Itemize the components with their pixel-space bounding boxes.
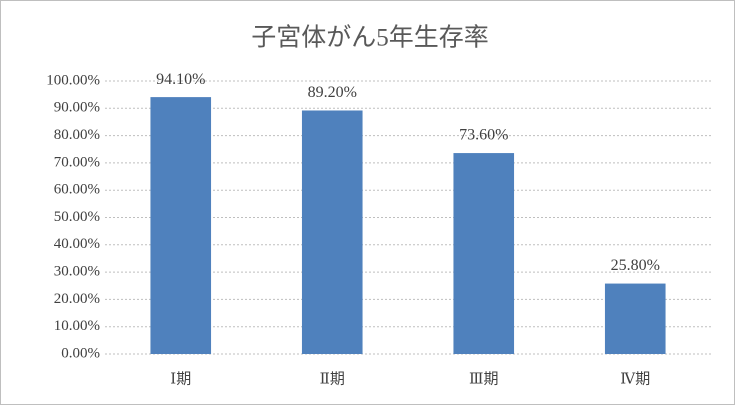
data-label: 25.80% bbox=[611, 257, 660, 274]
y-tick-label: 100.00% bbox=[46, 72, 100, 88]
x-tick-label: Ⅲ期 bbox=[469, 370, 498, 387]
bar bbox=[150, 97, 212, 355]
data-label: 89.20% bbox=[308, 84, 357, 101]
bar bbox=[453, 153, 515, 354]
y-tick-label: 0.00% bbox=[61, 345, 100, 361]
y-tick-label: 10.00% bbox=[54, 318, 100, 334]
y-tick-label: 70.00% bbox=[54, 154, 100, 170]
y-tick-label: 60.00% bbox=[54, 182, 100, 198]
x-tick-label: Ⅰ期 bbox=[170, 370, 191, 387]
x-tick-label: Ⅳ期 bbox=[620, 370, 650, 387]
x-tick-label: Ⅱ期 bbox=[320, 370, 345, 387]
bar bbox=[301, 110, 363, 354]
y-tick-label: 20.00% bbox=[54, 291, 100, 307]
chart-title: 子宮体がん5年生存率 bbox=[251, 24, 489, 52]
y-tick-label: 40.00% bbox=[54, 236, 100, 252]
y-tick-label: 80.00% bbox=[54, 127, 100, 143]
y-tick-label: 50.00% bbox=[54, 209, 100, 225]
bar bbox=[604, 283, 666, 354]
y-tick-label: 30.00% bbox=[54, 264, 100, 280]
data-label: 73.60% bbox=[459, 127, 508, 144]
data-label: 94.10% bbox=[156, 71, 205, 88]
y-tick-label: 90.00% bbox=[54, 100, 100, 116]
